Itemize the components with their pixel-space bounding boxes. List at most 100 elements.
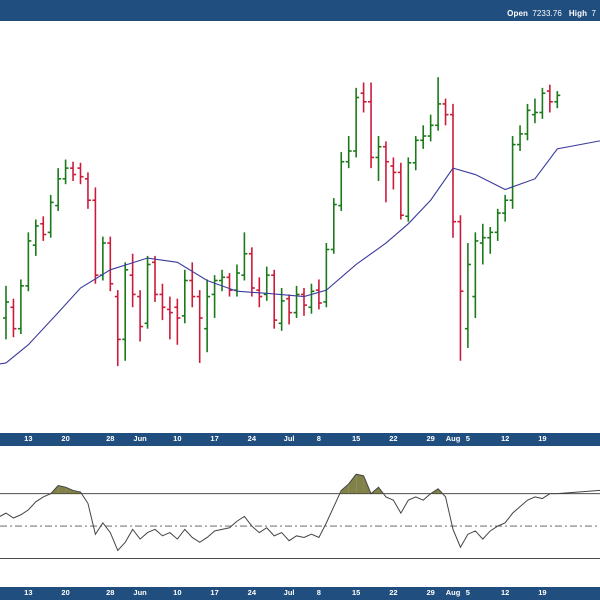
date-tick-label: 28 — [106, 588, 115, 597]
date-tick-label: 17 — [210, 434, 219, 443]
price-date-axis: 13 20 28 Jun 10 17 24 Jul 8 15 22 29 Aug 5 12 19 — [0, 433, 600, 446]
ohlc-bar — [181, 269, 188, 324]
date-tick-label: 13 — [24, 588, 33, 597]
ohlc-bar — [211, 275, 218, 318]
ohlc-bar — [219, 269, 226, 292]
date-tick-label: 5 — [465, 588, 470, 597]
ohlc-bar — [144, 255, 151, 329]
ohlc-bar — [531, 98, 538, 124]
ohlc-bar — [32, 219, 39, 256]
ohlc-bar — [10, 298, 17, 338]
date-tick-label: 20 — [61, 588, 70, 597]
date-tick-label: 19 — [538, 588, 547, 597]
rsi-line — [0, 473, 600, 552]
date-tick-label: 20 — [61, 434, 70, 443]
ohlc-bar — [539, 87, 546, 119]
chart-header-bar: Open 7233.76 High 7 — [0, 0, 600, 21]
date-tick-label: 10 — [173, 434, 182, 443]
date-tick-label: 8 — [316, 434, 321, 443]
ohlc-bar — [25, 232, 32, 292]
ohlc-bar — [77, 162, 84, 185]
overbought-fill — [348, 474, 357, 494]
ohlc-bar — [360, 82, 367, 113]
ohlc-bar — [226, 273, 233, 297]
ohlc-bar — [308, 283, 315, 314]
ohlc-bar — [546, 84, 553, 113]
ohlc-bar — [420, 125, 427, 149]
ohlc-bar — [554, 91, 561, 109]
ohlc-bar — [204, 279, 211, 353]
overbought-fill — [58, 485, 66, 494]
ohlc-bar — [17, 279, 24, 335]
overbought-fill — [65, 487, 74, 494]
ohlc-bar — [427, 114, 434, 142]
date-tick-label: 22 — [389, 434, 398, 443]
date-tick-label: 10 — [173, 588, 182, 597]
date-tick-label: 5 — [465, 434, 470, 443]
overbought-fill — [378, 487, 384, 494]
date-tick-label: 24 — [247, 434, 257, 443]
date-tick-label: 15 — [351, 434, 361, 443]
open-value: 7233.76 — [532, 9, 562, 18]
date-tick-label: 19 — [538, 434, 547, 443]
ohlc-bar — [509, 136, 516, 209]
ohlc-bar — [345, 136, 352, 169]
ohlc-bar — [382, 141, 389, 203]
date-tick-label: Aug — [445, 434, 461, 443]
moving-average-line — [0, 140, 600, 365]
ohlc-bar — [301, 288, 307, 316]
ohlc-bar — [137, 290, 144, 342]
ohlc-bar — [92, 187, 99, 284]
ohlc-bar — [375, 136, 382, 181]
overbought-fill — [339, 490, 342, 494]
date-tick-label: 13 — [24, 434, 33, 443]
date-tick-label: Jul — [283, 434, 295, 443]
ohlc-bar — [3, 285, 9, 340]
rsi-chart — [0, 473, 600, 559]
ohlc-bar — [442, 98, 449, 126]
date-tick-label: 12 — [500, 434, 510, 443]
ohlc-bar — [494, 208, 501, 241]
date-tick-label: 8 — [316, 588, 321, 597]
ohlc-bar — [286, 294, 293, 325]
high-label: High — [568, 9, 588, 18]
ohlc-bar — [122, 262, 129, 361]
ohlc-bar — [47, 194, 54, 238]
ohlc-bar — [152, 255, 158, 302]
ohlc-bar — [390, 157, 397, 190]
date-tick-label: 15 — [351, 588, 361, 597]
ohlc-bar — [293, 285, 300, 318]
date-tick-label: 29 — [426, 588, 435, 597]
price-readout: Open 7233.76 High 7 — [507, 9, 596, 18]
ohlc-bar — [502, 194, 509, 222]
ohlc-bar — [524, 103, 531, 141]
ohlc-bar — [330, 198, 337, 254]
ohlc-bar — [450, 103, 456, 238]
ohlc-bar — [457, 215, 464, 361]
date-tick-label: Jul — [283, 588, 295, 597]
ohlc-bar — [55, 168, 62, 211]
overbought-fill — [50, 485, 59, 494]
ohlc-bar — [487, 227, 494, 254]
ohlc-bar — [40, 216, 47, 241]
ohlc-bar — [464, 243, 471, 348]
ohlc-bar — [412, 136, 419, 171]
ohlc-bar — [189, 262, 196, 308]
price-chart — [0, 77, 600, 367]
ohlc-bar — [479, 223, 486, 265]
date-tick-label: 22 — [389, 588, 398, 597]
ohlc-bar — [271, 269, 278, 329]
overbought-fill — [341, 483, 349, 494]
ohlc-bar — [62, 159, 69, 185]
ohlc-bar — [114, 290, 121, 367]
ohlc-bar — [435, 77, 442, 131]
ohlc-bar — [368, 82, 375, 169]
overbought-fill — [356, 474, 364, 494]
ohlc-bar — [107, 236, 114, 292]
ohlc-bar — [174, 298, 181, 345]
ohlc-bar — [397, 162, 404, 220]
high-value: 7 — [591, 9, 596, 18]
ohlc-bar — [196, 290, 203, 363]
ohlc-bar — [517, 125, 524, 152]
date-tick-label: 24 — [247, 588, 257, 597]
